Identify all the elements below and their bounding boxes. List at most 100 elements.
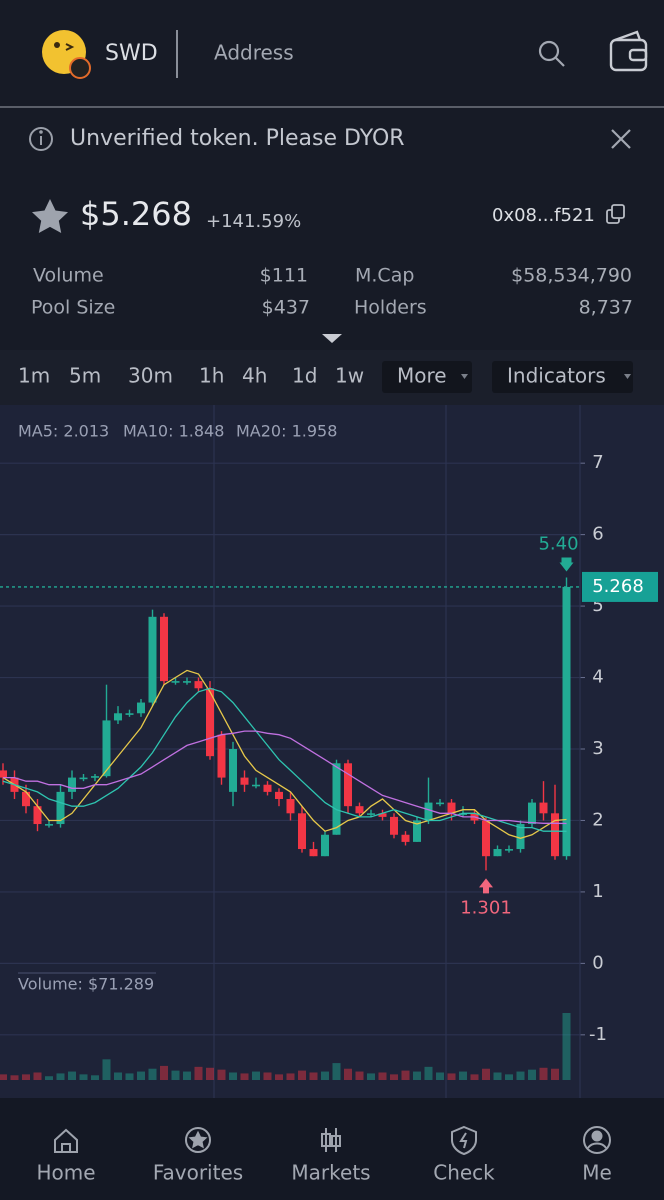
logo-eye	[54, 42, 60, 48]
volume-bar	[275, 1074, 283, 1080]
candle-body	[413, 820, 421, 842]
expand-toggle[interactable]	[322, 334, 342, 343]
nav-label[interactable]: Markets	[291, 1161, 370, 1185]
logo-wink	[65, 43, 75, 51]
header-bg	[0, 0, 664, 107]
volume-bar	[344, 1068, 352, 1080]
me-icon	[583, 1126, 611, 1154]
wallet-icon[interactable]	[609, 30, 648, 72]
last-price-label: 5.268	[592, 576, 644, 597]
timeframe-tab[interactable]: 4h	[242, 364, 267, 388]
candlestick-chart: 7 6 5 4 3 2 1 0 -1 Volume: $71.289 MA5: 2.013 MA10:…	[0, 405, 658, 1098]
timeframe-tab[interactable]: 1h	[199, 364, 224, 388]
candle-body	[56, 791, 65, 825]
nav-icons	[54, 1125, 611, 1156]
me-head	[591, 1130, 603, 1142]
candle-body	[493, 849, 502, 857]
candle-body	[562, 586, 571, 857]
nav-label[interactable]: Check	[433, 1161, 495, 1185]
volume-bar	[194, 1066, 203, 1080]
bottom-nav	[0, 1098, 664, 1200]
volume-bar	[22, 1074, 30, 1080]
ma-line	[3, 730, 567, 825]
volume-bar	[0, 1074, 7, 1080]
stat-value: $111	[260, 265, 308, 287]
wallet-flap	[614, 30, 642, 42]
candle-body	[321, 834, 329, 857]
volume-bar	[470, 1074, 479, 1080]
nav-label[interactable]: Favorites	[153, 1161, 243, 1185]
stat-value: $437	[262, 297, 310, 319]
candle-body	[482, 820, 490, 857]
timeframe-tab[interactable]: 1d	[292, 364, 317, 388]
candle-body	[160, 616, 168, 682]
candle-body	[45, 824, 53, 826]
volume-bar	[551, 1068, 559, 1080]
candle-body	[344, 763, 352, 807]
volume-bar	[102, 1059, 111, 1080]
candle-body	[309, 849, 318, 857]
price: $5.268	[80, 195, 192, 233]
menu-button[interactable]: More	[397, 364, 447, 388]
close-button[interactable]	[611, 129, 631, 149]
candle-body	[183, 681, 191, 683]
nav-label[interactable]: Home	[36, 1161, 95, 1185]
stat-label: Pool Size	[31, 297, 115, 319]
address-tab[interactable]: Address	[214, 41, 294, 65]
candle-body	[68, 777, 76, 792]
volume-bar	[286, 1073, 295, 1080]
home-icon	[54, 1128, 78, 1153]
copy-icon[interactable]	[606, 204, 625, 224]
volume-bar	[309, 1072, 318, 1080]
nav-label[interactable]: Me	[582, 1161, 612, 1185]
candle-body	[252, 784, 260, 787]
candle-body	[102, 720, 111, 777]
info-circle	[29, 127, 53, 151]
candle-body	[298, 813, 306, 850]
volume-bar	[252, 1071, 260, 1080]
more-button-bg[interactable]	[382, 361, 472, 393]
y-tick-label: 7	[592, 452, 603, 473]
candle-body	[355, 806, 364, 814]
volume-bar	[539, 1067, 548, 1080]
candle-body	[436, 802, 444, 805]
volume-bar	[33, 1072, 42, 1080]
candle-body	[33, 806, 42, 825]
candle-body	[148, 616, 157, 703]
stat-value: $58,534,790	[511, 265, 632, 287]
volume-bar	[390, 1074, 398, 1080]
wallet-pocket	[628, 48, 648, 62]
timeframe-tab[interactable]: 30m	[128, 364, 173, 388]
volume-bar	[206, 1067, 214, 1080]
volume-bar	[332, 1063, 341, 1080]
timeframe-tab[interactable]: 1m	[18, 364, 50, 388]
menu-button[interactable]: Indicators	[507, 364, 606, 388]
indicators-button-bg[interactable]	[492, 361, 633, 393]
timeframe-tab[interactable]: 5m	[69, 364, 101, 388]
volume-bar	[263, 1072, 272, 1080]
volume-bar	[562, 1013, 571, 1080]
chart-bg	[0, 405, 664, 1098]
volume-bar	[516, 1071, 525, 1080]
candle-body	[114, 713, 122, 721]
favorite-star[interactable]	[32, 199, 68, 234]
ma-line	[2, 669, 567, 839]
token-logo[interactable]	[42, 30, 91, 79]
candle-body	[551, 813, 559, 857]
volume-bar	[56, 1073, 65, 1080]
volume-bar	[482, 1068, 490, 1080]
volume-bar	[171, 1070, 180, 1080]
last-price-tag	[582, 571, 658, 602]
low-arrow	[479, 878, 493, 894]
candle-body	[206, 688, 214, 757]
volume-bar	[91, 1075, 99, 1080]
y-tick-label: 1	[592, 881, 603, 902]
markets-icon	[321, 1128, 341, 1152]
candle-body	[539, 802, 548, 814]
favorites-star	[188, 1130, 208, 1149]
timeframe-tab[interactable]: 1w	[335, 364, 364, 388]
me-body	[587, 1142, 607, 1149]
search-icon[interactable]	[538, 40, 565, 67]
candle-body	[137, 702, 145, 714]
candle-body	[229, 749, 237, 792]
